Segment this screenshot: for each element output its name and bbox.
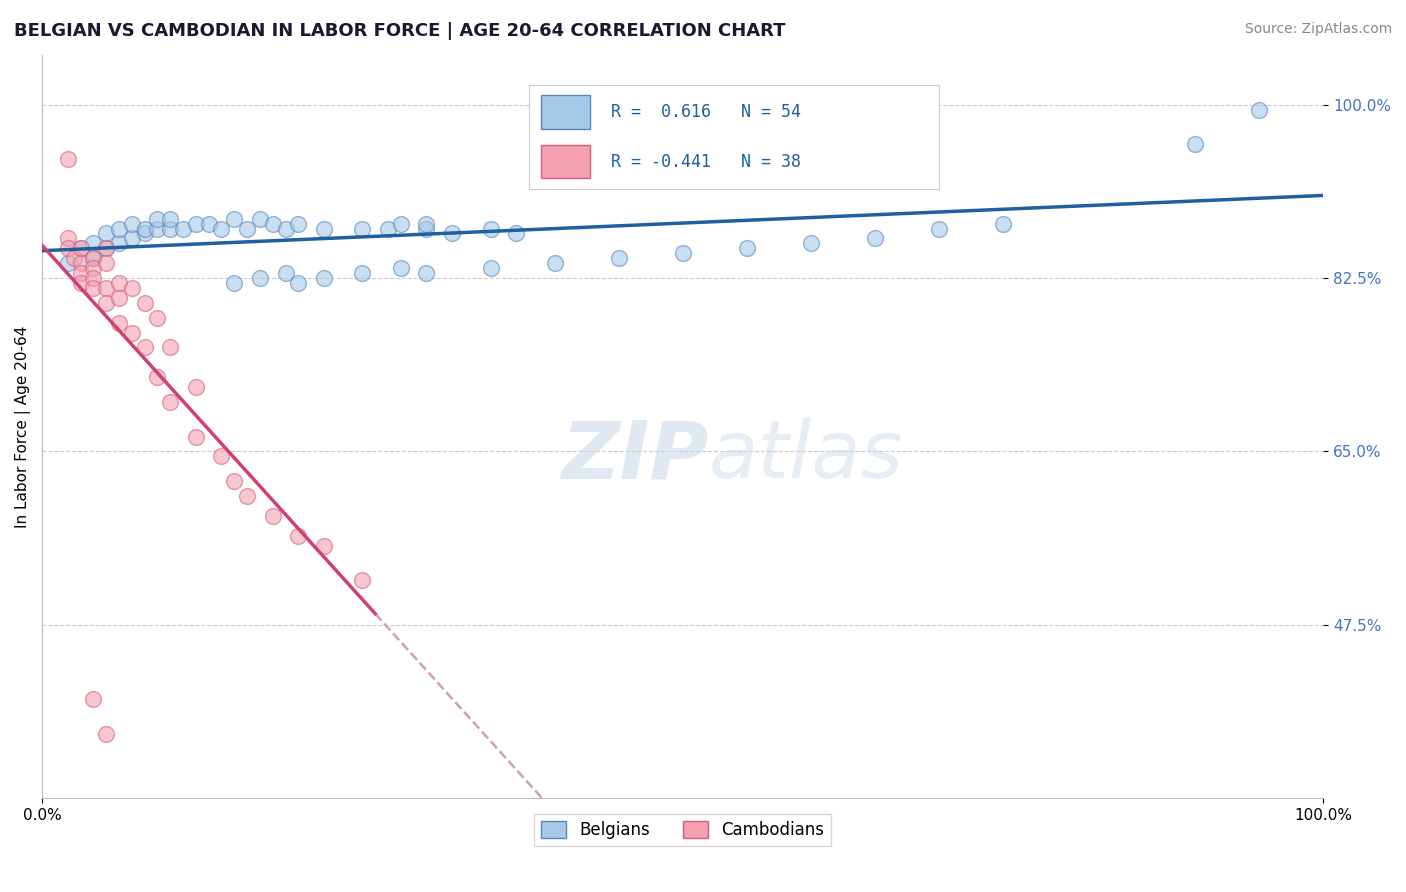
Point bbox=[377, 221, 399, 235]
Point bbox=[415, 217, 437, 231]
Point bbox=[236, 489, 259, 503]
Point bbox=[69, 276, 91, 290]
Point bbox=[82, 281, 104, 295]
Point bbox=[96, 295, 118, 310]
Point bbox=[505, 227, 527, 241]
Point bbox=[312, 271, 335, 285]
Point bbox=[69, 266, 91, 280]
Point bbox=[134, 221, 156, 235]
Point bbox=[56, 231, 79, 245]
Point bbox=[146, 370, 169, 384]
Text: atlas: atlas bbox=[709, 417, 903, 495]
Point bbox=[389, 261, 412, 276]
Point bbox=[197, 217, 219, 231]
Point bbox=[262, 508, 284, 523]
Point bbox=[1184, 137, 1206, 152]
Point bbox=[146, 221, 169, 235]
Point bbox=[389, 217, 412, 231]
Point bbox=[262, 217, 284, 231]
Point bbox=[352, 573, 374, 587]
Text: BELGIAN VS CAMBODIAN IN LABOR FORCE | AGE 20-64 CORRELATION CHART: BELGIAN VS CAMBODIAN IN LABOR FORCE | AG… bbox=[14, 22, 786, 40]
Point bbox=[211, 221, 233, 235]
Point bbox=[69, 256, 91, 270]
Point bbox=[224, 211, 246, 226]
Point bbox=[82, 271, 104, 285]
Point bbox=[56, 256, 79, 270]
Point bbox=[96, 281, 118, 295]
Point bbox=[146, 211, 169, 226]
Point bbox=[236, 221, 259, 235]
Point bbox=[69, 241, 91, 255]
Text: Source: ZipAtlas.com: Source: ZipAtlas.com bbox=[1244, 22, 1392, 37]
Point bbox=[1249, 103, 1271, 117]
Point bbox=[82, 692, 104, 706]
Point bbox=[108, 276, 131, 290]
Point bbox=[134, 340, 156, 354]
Point bbox=[991, 217, 1014, 231]
Point bbox=[352, 221, 374, 235]
Point bbox=[184, 429, 207, 443]
Point bbox=[607, 251, 630, 265]
Point bbox=[312, 221, 335, 235]
Point bbox=[172, 221, 194, 235]
Point bbox=[63, 251, 86, 265]
Point bbox=[159, 221, 181, 235]
Point bbox=[415, 221, 437, 235]
Point bbox=[56, 241, 79, 255]
Point bbox=[274, 266, 297, 280]
Point bbox=[56, 152, 79, 166]
Point bbox=[96, 241, 118, 255]
Point bbox=[146, 310, 169, 325]
Point bbox=[224, 474, 246, 488]
Point bbox=[672, 246, 695, 260]
Point bbox=[108, 316, 131, 330]
Point bbox=[479, 261, 502, 276]
Legend: Belgians, Cambodians: Belgians, Cambodians bbox=[534, 814, 831, 846]
Point bbox=[82, 251, 104, 265]
Point bbox=[121, 231, 143, 245]
Point bbox=[415, 266, 437, 280]
Point bbox=[800, 236, 823, 251]
Point bbox=[159, 395, 181, 409]
Point bbox=[96, 241, 118, 255]
Point bbox=[441, 227, 464, 241]
Point bbox=[211, 450, 233, 464]
Point bbox=[928, 221, 950, 235]
Text: ZIP: ZIP bbox=[561, 417, 709, 495]
Point bbox=[287, 528, 309, 542]
Y-axis label: In Labor Force | Age 20-64: In Labor Force | Age 20-64 bbox=[15, 326, 31, 528]
Point bbox=[134, 227, 156, 241]
Point bbox=[82, 251, 104, 265]
Point bbox=[96, 227, 118, 241]
Point bbox=[108, 221, 131, 235]
Point bbox=[82, 261, 104, 276]
Point bbox=[121, 326, 143, 340]
Point bbox=[249, 271, 271, 285]
Point bbox=[287, 276, 309, 290]
Point bbox=[735, 241, 758, 255]
Point bbox=[96, 727, 118, 741]
Point bbox=[121, 217, 143, 231]
Point bbox=[274, 221, 297, 235]
Point bbox=[479, 221, 502, 235]
Point bbox=[82, 236, 104, 251]
Point bbox=[108, 236, 131, 251]
Point bbox=[184, 380, 207, 394]
Point bbox=[121, 281, 143, 295]
Point bbox=[224, 276, 246, 290]
Point bbox=[863, 231, 886, 245]
Point bbox=[184, 217, 207, 231]
Point bbox=[69, 241, 91, 255]
Point bbox=[108, 291, 131, 305]
Point bbox=[159, 340, 181, 354]
Point bbox=[287, 217, 309, 231]
Point bbox=[352, 266, 374, 280]
Point bbox=[543, 256, 565, 270]
Point bbox=[134, 295, 156, 310]
Point bbox=[249, 211, 271, 226]
Point bbox=[96, 256, 118, 270]
Point bbox=[159, 211, 181, 226]
Point bbox=[312, 539, 335, 553]
